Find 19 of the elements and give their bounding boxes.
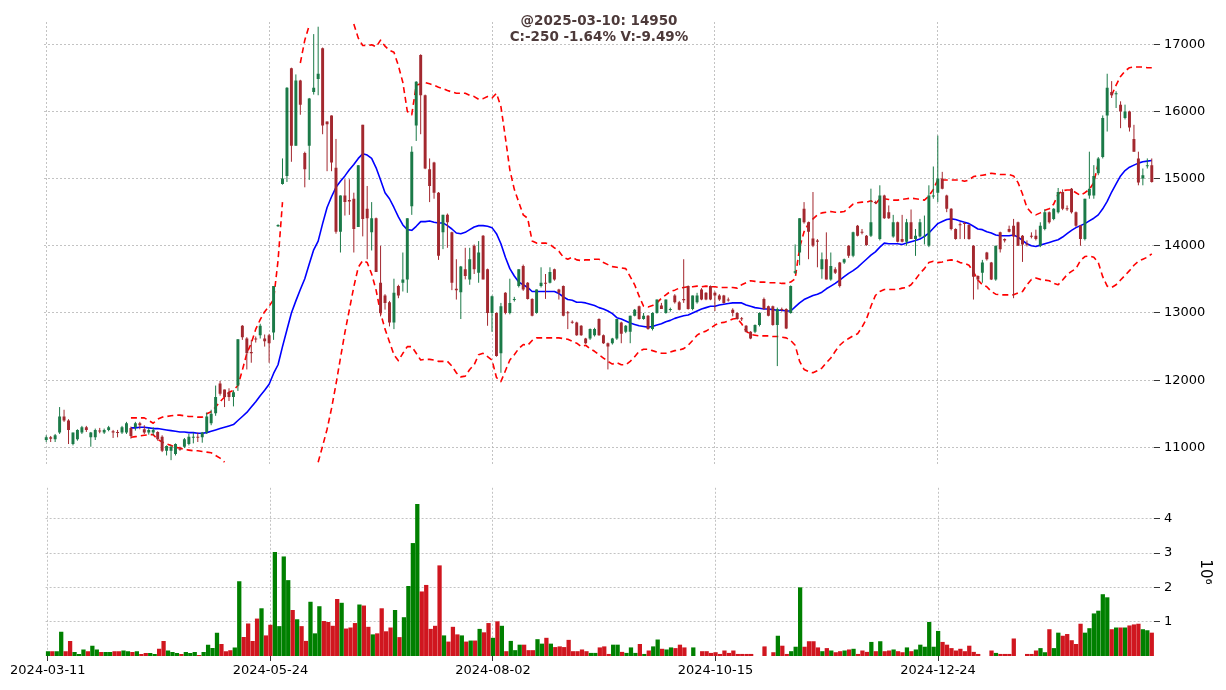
y-tick-label: 1: [1164, 613, 1173, 629]
y-tick-label: 11000: [1164, 438, 1206, 454]
chart-title: @2025-03-10: 14950: [519, 12, 679, 28]
x-tick-label: 2024-03-11: [10, 662, 86, 678]
y-tick-label: 15000: [1164, 169, 1206, 185]
x-tick-label: 2024-12-24: [900, 662, 976, 678]
y-tick-label: 16000: [1164, 102, 1206, 118]
x-tick-label: 2024-08-02: [455, 662, 531, 678]
y-tick-label: 4: [1164, 510, 1173, 526]
y-tick-label: 17000: [1164, 35, 1206, 51]
y-tick-label: 2: [1164, 578, 1173, 594]
x-tick-label: 2024-10-15: [677, 662, 754, 678]
y-tick-label: 12000: [1164, 371, 1206, 387]
y-tick-label: 13000: [1164, 304, 1206, 320]
x-tick-label: 2024-05-24: [232, 662, 309, 678]
y-tick-label: 14000: [1164, 237, 1206, 253]
y-axis-title: 10⁶: [1197, 559, 1216, 585]
text: C:-250 -1.64% V:-9.49%: [508, 28, 690, 44]
y-tick-label: 3: [1164, 544, 1173, 560]
